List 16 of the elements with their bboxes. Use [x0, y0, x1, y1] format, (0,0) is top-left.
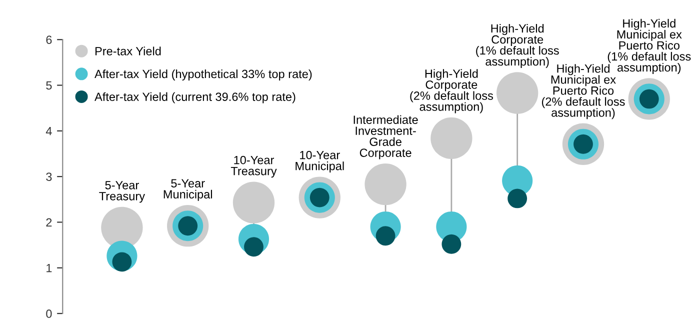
y-tick-label: 6 [46, 36, 52, 44]
x-tick-label: 10-Year Treasury [230, 156, 277, 178]
x-tick-label: 10-Year Municipal [296, 150, 344, 173]
x-tick-label: 5-Year Municipal [164, 179, 212, 201]
legend-label: After-tax Yield (current 39.6% top rate) [94, 92, 296, 104]
x-tick-label: Intermediate Investment- Grade Corporate [354, 115, 418, 160]
legend-label: After-tax Yield (hypothetical 33% top rate) [94, 69, 312, 80]
x-tick-label: High-Yield Corporate (2% default loss assumption) [410, 69, 494, 114]
y-tick-label: 5 [46, 81, 52, 90]
y-tick-label: 3 [46, 172, 52, 181]
y-tick-label: 4 [46, 127, 52, 136]
y-tick-label: 2 [46, 218, 52, 226]
x-tick-label: 5-Year Treasury [99, 181, 145, 203]
legend-label: Pre-tax Yield [95, 46, 161, 56]
y-tick-label: 0 [46, 310, 52, 318]
y-tick-label: 1 [46, 264, 52, 272]
